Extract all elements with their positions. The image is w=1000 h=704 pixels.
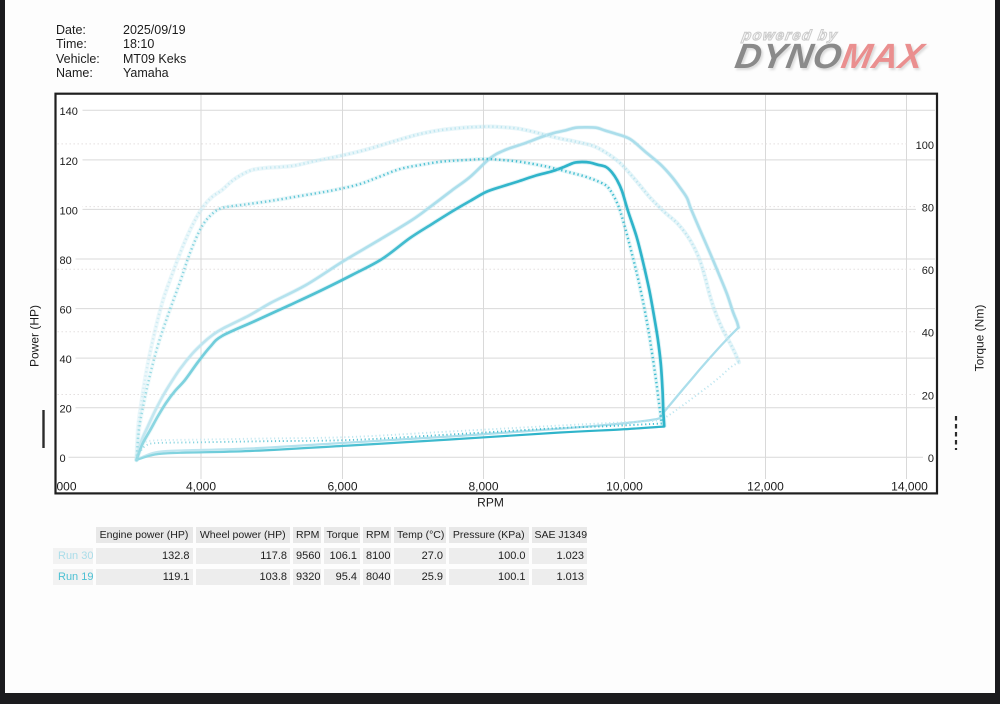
svg-text:12,000: 12,000 <box>747 479 784 493</box>
svg-text:40: 40 <box>922 328 934 340</box>
svg-text:10,000: 10,000 <box>606 479 643 493</box>
svg-text:140: 140 <box>60 106 78 118</box>
svg-text:Torque (Nm): Torque (Nm) <box>973 305 987 372</box>
svg-text:0: 0 <box>928 453 934 465</box>
svg-text:80: 80 <box>60 255 72 267</box>
svg-text:20: 20 <box>922 390 934 402</box>
svg-text:20: 20 <box>60 404 72 416</box>
svg-text:4,000: 4,000 <box>186 479 216 493</box>
svg-text:60: 60 <box>922 265 934 277</box>
svg-text:0: 0 <box>60 453 66 465</box>
svg-text:100: 100 <box>916 140 934 152</box>
svg-text:6,000: 6,000 <box>327 479 357 493</box>
svg-text:8,000: 8,000 <box>468 479 498 493</box>
svg-text:60: 60 <box>60 305 72 317</box>
svg-text:000: 000 <box>57 479 77 493</box>
svg-text:14,000: 14,000 <box>891 479 928 493</box>
svg-text:40: 40 <box>60 354 72 366</box>
svg-text:Power (HP): Power (HP) <box>28 305 42 367</box>
svg-text:80: 80 <box>922 203 934 215</box>
svg-text:120: 120 <box>60 156 78 168</box>
svg-text:100: 100 <box>60 205 78 217</box>
svg-text:RPM: RPM <box>477 496 504 510</box>
